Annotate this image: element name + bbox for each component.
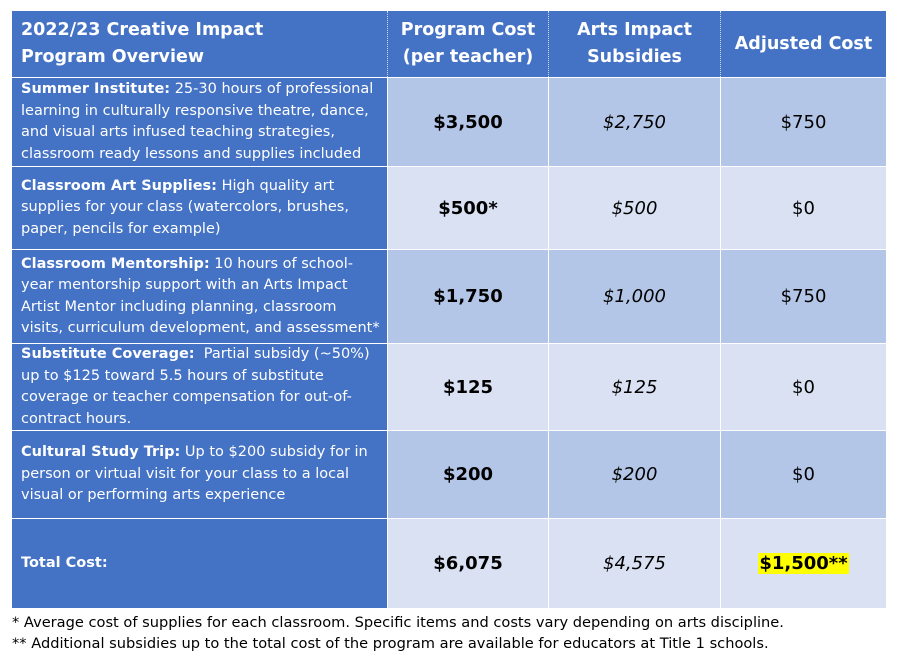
header-overview-line2: Program Overview xyxy=(21,47,204,67)
adjusted-cost-cell: $750 xyxy=(720,77,886,166)
adjusted-cost-cell: $0 xyxy=(720,166,886,249)
row-description: High quality art supplies for your class… xyxy=(21,177,349,237)
footnote-supplies: * Average cost of supplies for each clas… xyxy=(12,614,784,631)
row-title: Classroom Art Supplies: xyxy=(21,177,217,194)
total-cost-label: Total Cost: xyxy=(21,554,108,571)
header-arts-impact-subsidies: Arts Impact Subsidies xyxy=(548,11,720,77)
adjusted-cost-cell: $0 xyxy=(720,430,886,518)
adjusted-cost-cell: $750 xyxy=(720,249,886,343)
program-cost-cell: $200 xyxy=(387,430,548,518)
program-cost-cell: $125 xyxy=(387,343,548,430)
header-subsidies-line2: Subsidies xyxy=(587,47,682,67)
header-adjusted-cost-label: Adjusted Cost xyxy=(734,33,873,54)
total-subsidy: $4,575 xyxy=(548,518,720,608)
footnote-title1-subsidies: ** Additional subsidies up to the total … xyxy=(12,635,769,652)
row-description: Partial subsidy (~50%) up to $125 toward… xyxy=(21,346,375,427)
header-adjusted-cost: Adjusted Cost xyxy=(720,11,886,77)
subsidy-cell: $1,000 xyxy=(548,249,720,343)
row-classroom-mentorship-description: Classroom Mentorship: 10 hours of school… xyxy=(12,249,387,343)
subsidy-cell: $200 xyxy=(548,430,720,518)
row-classroom-art-supplies-description: Classroom Art Supplies: High quality art… xyxy=(12,166,387,249)
header-overview-line1: 2022/23 Creative Impact xyxy=(21,20,264,40)
row-title: Summer Institute: xyxy=(21,81,171,97)
row-cultural-study-trip-description: Cultural Study Trip: Up to $200 subsidy … xyxy=(12,430,387,518)
header-program-cost-line1: Program Cost xyxy=(400,20,536,40)
total-row-label: Total Cost: xyxy=(12,518,387,608)
row-title: Substitute Coverage: xyxy=(21,346,195,362)
total-adjusted-cost: $1,500** xyxy=(720,518,886,608)
row-description: 25-30 hours of professional learning in … xyxy=(21,81,374,162)
subsidy-cell: $125 xyxy=(548,343,720,430)
footnotes: * Average cost of supplies for each clas… xyxy=(12,612,784,654)
header-program-overview: 2022/23 Creative Impact Program Overview xyxy=(12,11,387,77)
header-program-cost-line2: (per teacher) xyxy=(402,47,534,67)
row-summer-institute-description: Summer Institute: 25-30 hours of profess… xyxy=(12,77,387,166)
program-cost-cell: $500* xyxy=(387,166,548,249)
program-cost-table: 2022/23 Creative Impact Program Overview… xyxy=(12,11,886,608)
row-title: Cultural Study Trip: xyxy=(21,444,181,461)
program-cost-cell: $3,500 xyxy=(387,77,548,166)
row-title: Classroom Mentorship: xyxy=(21,255,210,272)
adjusted-cost-cell: $0 xyxy=(720,343,886,430)
highlighted-total-adjusted: $1,500** xyxy=(758,553,849,574)
subsidy-cell: $2,750 xyxy=(548,77,720,166)
program-cost-cell: $1,750 xyxy=(387,249,548,343)
header-subsidies-line1: Arts Impact xyxy=(577,20,692,40)
header-program-cost: Program Cost (per teacher) xyxy=(387,11,548,77)
subsidy-cell: $500 xyxy=(548,166,720,249)
total-program-cost: $6,075 xyxy=(387,518,548,608)
row-substitute-coverage-description: Substitute Coverage: Partial subsidy (~5… xyxy=(12,343,387,430)
row-description: 10 hours of school-year mentorship suppo… xyxy=(21,255,380,337)
row-description: Up to $200 subsidy for in person or virt… xyxy=(21,444,368,504)
